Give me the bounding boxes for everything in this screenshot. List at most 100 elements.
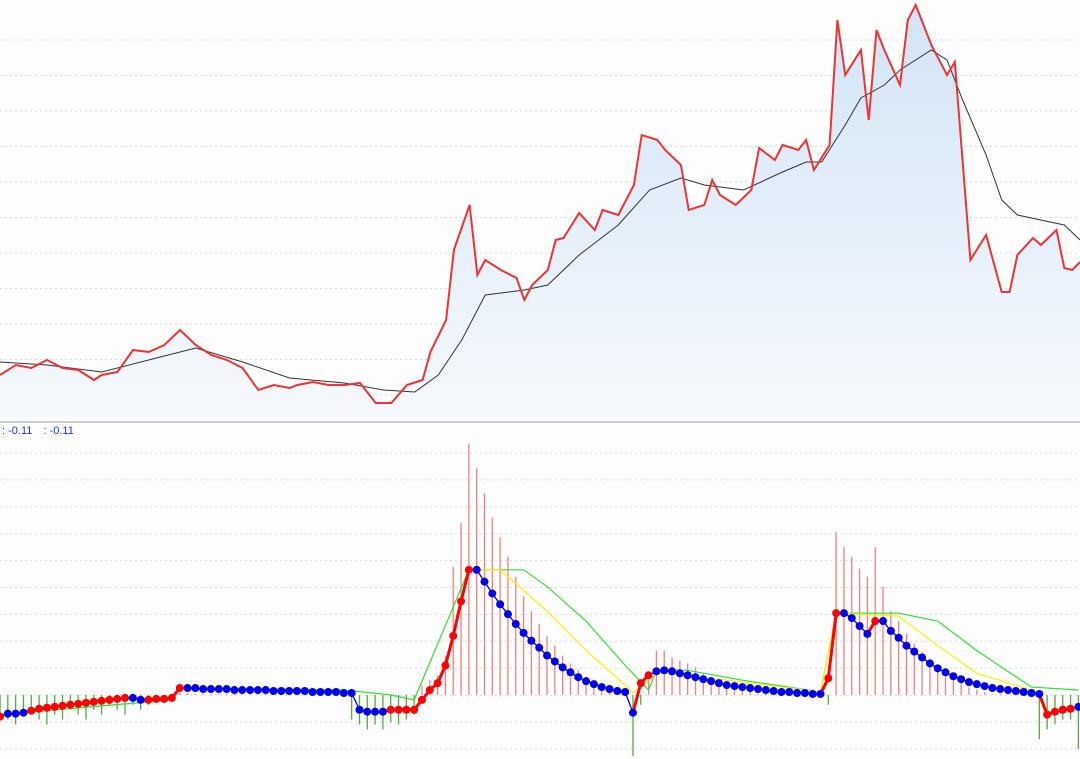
indicator-panel [0,443,1080,757]
signal-dot [269,687,278,696]
signal-dot [113,694,122,703]
signal-dot [253,686,262,695]
green-line [0,569,1079,716]
signal-dot [793,688,802,697]
signal-dot [746,684,755,693]
signal-dot [128,693,137,702]
signal-dot [246,686,255,695]
signal-dot [753,685,762,694]
signal-dot [19,708,28,717]
signal-dot [918,653,927,662]
signal-dot [378,707,387,716]
signal-dot [1066,704,1075,713]
signal-dot [707,677,716,686]
signal-dot [1058,705,1067,714]
signal-dot [425,686,434,695]
signal-dot [879,617,888,626]
signal-dot [50,702,59,711]
price-line [0,2,1080,404]
signal-dot [738,683,747,692]
signal-dot [394,705,403,714]
signal-dot [519,628,528,637]
signal-segment [451,601,463,637]
signal-dot [35,704,44,713]
signal-dot [136,695,145,704]
signal-dot [1043,710,1052,719]
signal-dot [785,688,794,696]
signal-dot [980,682,989,691]
signal-dot [972,680,981,689]
signal-dot [636,679,645,688]
signal-dot [66,700,75,709]
signal-dot [1011,687,1020,696]
signal-dot [1027,688,1036,697]
signal-dot [816,689,825,698]
signal-dot [660,666,669,675]
signal-dot [582,677,591,686]
signal-dot [457,597,466,606]
signal-dot [175,684,184,693]
signal-dot [1035,689,1044,698]
signal-dot [644,671,653,680]
signal-dot [691,673,700,682]
signal-dot [769,687,778,696]
signal-dot [566,668,575,677]
signal-dot [597,683,606,692]
signal-dot [89,697,98,706]
signal-dot [988,684,997,693]
signal-dot [605,685,614,694]
signal-dot [3,709,12,718]
readout-value-a: : -0.11 [2,425,33,437]
signal-dot [949,672,958,681]
signal-dot [300,687,309,696]
signal-dot [886,626,895,635]
signal-dot [1050,707,1059,716]
signal-dot [589,680,598,689]
signal-dot [1019,688,1028,696]
moving-average-line [0,49,1080,393]
signal-dot [668,667,677,676]
signal-dot [121,693,130,702]
signal-dot [574,673,583,682]
signal-dot [1004,686,1013,695]
signal-dot [58,701,67,710]
signal-dot [355,705,364,714]
signal-dot [152,694,161,703]
signal-dot [324,688,333,696]
signal-dot [42,703,51,712]
signal-dot [941,668,950,677]
signal-dot [308,688,317,696]
signal-dot [292,687,301,696]
signal-dot [160,694,169,703]
signal-dot [714,679,723,688]
signal-dot [363,707,372,716]
signal-dot [652,667,661,676]
signal-dot [800,688,809,697]
signal-segment [459,569,471,602]
signal-dot [847,614,856,623]
signal-dot [925,659,934,668]
signal-dot [855,621,864,630]
signal-dot [621,688,630,696]
signal-dot [824,674,833,683]
signal-dot [613,687,622,696]
signal-dot [558,663,567,672]
signal-dot [199,685,208,694]
signal-dot [449,631,458,640]
value-readout: : -0.11 : -0.11 [2,425,82,437]
signal-dot [472,565,481,574]
signal-dot [105,695,114,704]
signal-dot [433,679,442,688]
signal-dot [543,651,552,660]
signal-dot [730,682,739,691]
signal-dot [144,695,153,704]
signal-dot [722,681,731,690]
signal-dot [480,577,489,586]
signal-dot [863,629,872,638]
signal-dot [183,684,192,693]
signal-dot [0,712,4,721]
signal-dot [386,705,395,714]
signal-dot [496,600,505,609]
signal-dot [488,589,497,598]
